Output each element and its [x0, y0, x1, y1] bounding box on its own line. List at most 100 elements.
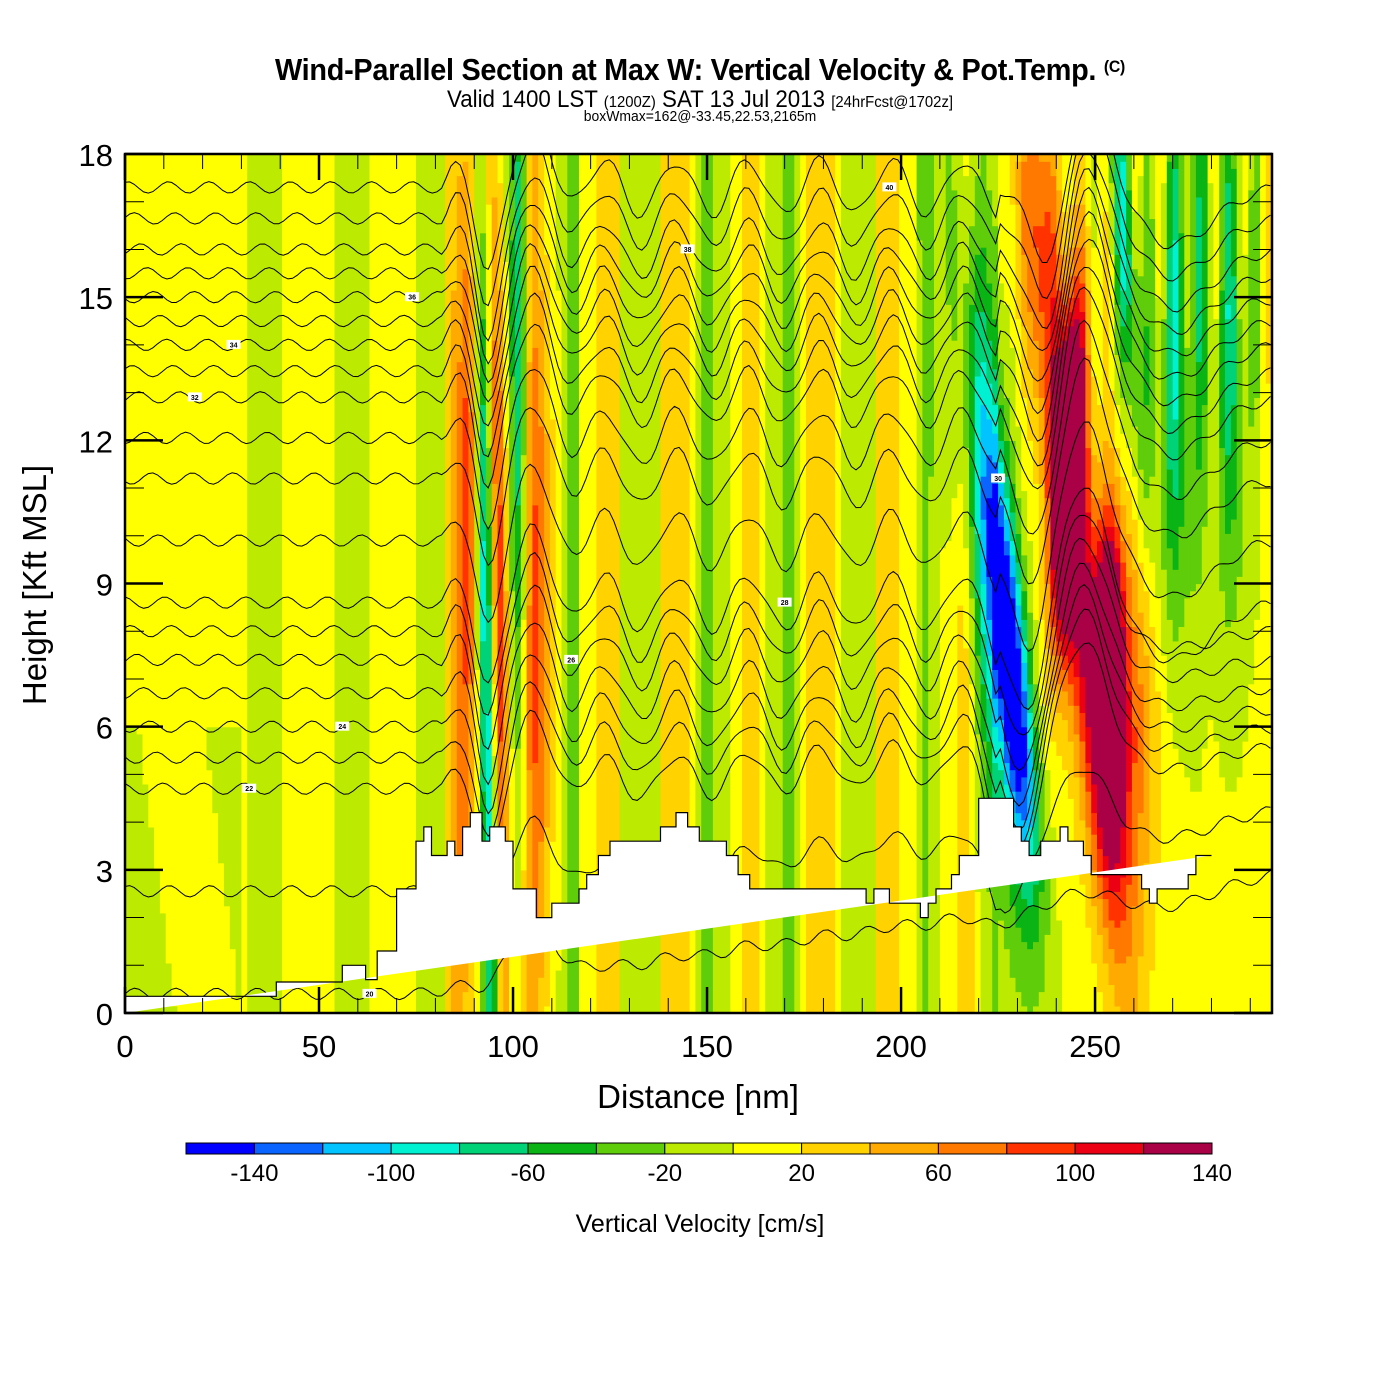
- w-field-cell: [1137, 612, 1145, 685]
- w-field-cell: [1131, 905, 1139, 1013]
- w-field-cell: [986, 698, 993, 742]
- w-field-cell: [468, 154, 475, 277]
- w-field-cell: [771, 154, 778, 1013]
- w-field-cell: [1085, 826, 1092, 864]
- w-field-cell: [1050, 297, 1057, 356]
- w-field-cell: [1213, 741, 1220, 1013]
- w-field-cell: [1033, 619, 1040, 685]
- w-field-cell: [1161, 154, 1168, 184]
- w-field-cell: [992, 483, 999, 670]
- w-field-cell: [986, 282, 993, 341]
- w-field-cell: [1137, 154, 1145, 177]
- w-field-cell: [1062, 669, 1069, 692]
- w-field-cell: [963, 154, 970, 177]
- w-field-cell: [1056, 154, 1063, 191]
- w-field-cell: [532, 347, 539, 506]
- w-field-cell: [835, 154, 842, 1013]
- w-field-cell: [491, 340, 499, 484]
- w-field-cell: [1166, 161, 1174, 248]
- isentrope-label-text: 36: [408, 295, 416, 302]
- w-field-cell: [1172, 640, 1180, 749]
- w-field-cell: [1073, 841, 1081, 1013]
- isentrope-label-bg: [405, 292, 420, 302]
- w-field-cell: [1079, 347, 1086, 678]
- w-field-cell: [1097, 497, 1104, 520]
- w-field-cell: [1126, 690, 1133, 792]
- w-field-cell: [462, 268, 469, 398]
- w-field-cell: [1213, 318, 1220, 742]
- isentrope-line: [125, 238, 1271, 442]
- x-tick-label: 150: [681, 1029, 733, 1064]
- w-field-cell: [1225, 182, 1232, 305]
- w-field-cell: [998, 719, 1005, 742]
- w-field-cell: [986, 418, 993, 456]
- w-field-cell: [1038, 991, 1046, 1013]
- isentrope-line: [125, 514, 1271, 736]
- colorbar-tick-label: 20: [788, 1160, 815, 1187]
- w-field-cell: [1102, 483, 1110, 506]
- w-field-cell: [538, 154, 545, 291]
- w-field-cell: [1009, 540, 1017, 556]
- w-field-cell: [555, 290, 563, 971]
- w-field-cell: [1172, 168, 1180, 241]
- copyright-mark: (C): [1103, 57, 1126, 76]
- w-field-cell: [998, 769, 1005, 806]
- w-field-cell: [503, 154, 510, 262]
- w-field-cell: [1149, 154, 1156, 219]
- w-field-cell: [998, 154, 1005, 284]
- w-field-cell: [1126, 576, 1133, 627]
- box-wmax-info: boxWmax=162@-33.45,22.53,2165m: [583, 108, 817, 125]
- colorbar-swatch: [253, 1142, 324, 1155]
- w-field-cell: [1091, 526, 1098, 556]
- w-field-cell: [1097, 877, 1104, 900]
- w-field-cell: [1003, 304, 1011, 398]
- w-field-cell: [206, 726, 213, 771]
- w-field-cell: [491, 154, 499, 198]
- w-field-cell: [474, 154, 481, 670]
- w-field-cell: [1178, 526, 1185, 627]
- w-field-cell: [235, 998, 242, 1013]
- w-field-cell: [1027, 647, 1034, 685]
- w-field-cell: [1062, 769, 1069, 1013]
- w-field-cell: [1033, 769, 1040, 885]
- w-field-cell: [986, 340, 993, 384]
- w-field-cell: [322, 154, 330, 1013]
- w-field-cell: [1021, 325, 1028, 398]
- w-field-cell: [1003, 476, 1011, 499]
- valid-utc: (1200Z): [603, 94, 656, 111]
- w-field-cell: [1102, 540, 1110, 857]
- w-field-cell: [846, 154, 854, 1013]
- w-field-cell: [590, 154, 597, 1013]
- w-field-cell: [998, 741, 1005, 771]
- w-field-cell: [497, 182, 504, 291]
- w-field-cell: [963, 647, 970, 1013]
- w-field-cell: [1137, 469, 1145, 520]
- w-field-cell: [1126, 404, 1133, 448]
- w-field-cell: [1120, 877, 1127, 921]
- w-field-cell: [1021, 590, 1028, 620]
- isentrope-label-text: 22: [245, 786, 253, 793]
- isentrope-label: 34: [226, 339, 241, 349]
- w-field-cell: [491, 755, 499, 835]
- w-field-cell: [363, 154, 370, 1013]
- w-field-cell: [532, 504, 539, 764]
- w-field-cell: [491, 605, 499, 685]
- isentrope-line: [125, 319, 1271, 535]
- w-field-cell: [980, 683, 987, 742]
- isentrope-label-text: 32: [191, 395, 199, 402]
- w-field-cell: [1120, 161, 1127, 291]
- w-field-cell: [497, 390, 504, 506]
- isentrope-label-text: 28: [781, 600, 789, 607]
- w-field-cell: [1097, 826, 1104, 849]
- w-field-cell: [736, 154, 743, 1013]
- w-field-cell: [1184, 776, 1191, 1013]
- colorbar-swatch: [1006, 1142, 1076, 1155]
- w-field-cell: [1067, 662, 1075, 685]
- w-field-cell: [1015, 583, 1022, 606]
- w-field-cell: [922, 154, 929, 1013]
- w-field-cell: [1033, 941, 1040, 1007]
- w-field-cell: [1021, 819, 1028, 849]
- w-field-cell: [945, 540, 953, 1013]
- isentrope-line: [125, 487, 1271, 711]
- w-field-cell: [515, 161, 522, 506]
